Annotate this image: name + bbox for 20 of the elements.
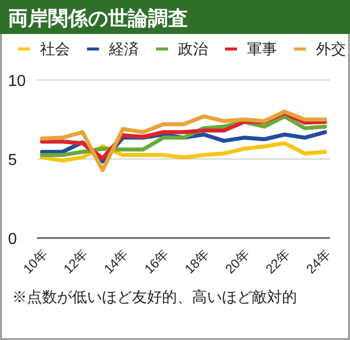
- x-tick-label: 18年: [182, 246, 212, 277]
- text: ※点数が低いほど友好的、高いほど敵対的: [12, 289, 297, 306]
- y-tick-label: 5: [8, 152, 17, 169]
- y-tick-label: 0: [8, 231, 17, 248]
- x-tick-label: 20年: [222, 246, 252, 277]
- chart-title: 両岸関係の世論調査: [8, 7, 188, 30]
- legend-label: 政治: [178, 41, 208, 58]
- x-tick-label: 16年: [141, 246, 172, 277]
- x-tick-label: 10年: [20, 246, 50, 277]
- y-tick-label: 10: [8, 73, 26, 90]
- line-series: [40, 110, 327, 172]
- x-tick-label: 22年: [262, 246, 293, 277]
- legend-label: 社会: [40, 41, 70, 58]
- line-series: [40, 141, 327, 163]
- x-tick-label: 12年: [60, 246, 91, 277]
- x-tick-label: 14年: [100, 246, 131, 277]
- x-tick-label: 24年: [303, 246, 334, 277]
- legend-label: 外交: [316, 41, 346, 58]
- legend-label: 経済: [108, 41, 139, 58]
- legend-label: 軍事: [247, 41, 277, 58]
